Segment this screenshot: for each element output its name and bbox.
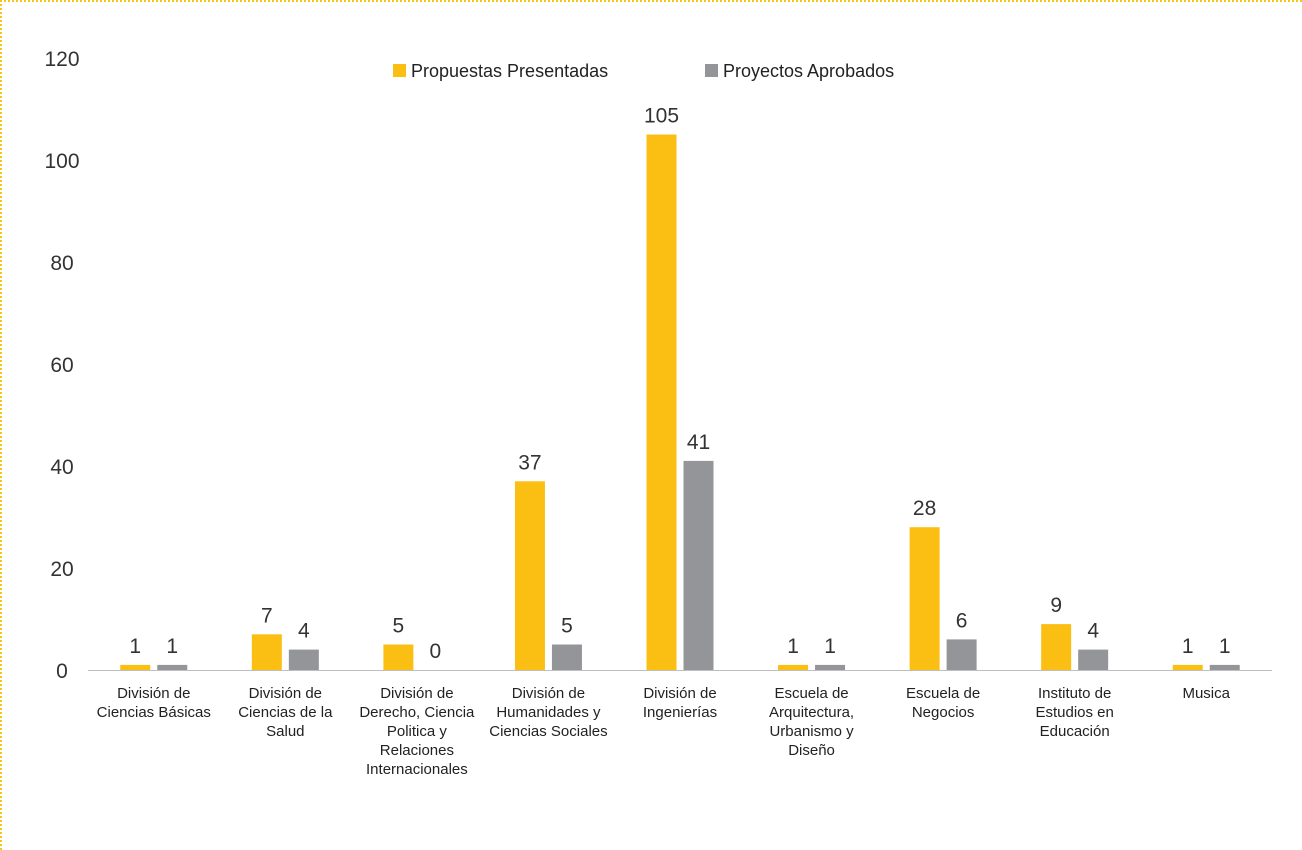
bar-aprobados [288, 649, 319, 670]
legend-label: Propuestas Presentadas [411, 61, 608, 81]
category-label: División de Ciencias de la Salud [238, 685, 333, 740]
bar-propuestas [909, 527, 940, 670]
category-label-line: División de [249, 685, 322, 702]
category-label-line: Musica [1182, 685, 1230, 702]
category-label: Escuela de Negocios [906, 685, 980, 721]
category-label-line: División de [117, 685, 190, 702]
data-label: 41 [687, 431, 710, 454]
category-label-line: Ciencias de la [238, 704, 333, 721]
category-label-line: Humanidades y [496, 704, 601, 721]
category-label: Escuela de Arquitectura, Urbanismo y Diseño [769, 685, 854, 759]
y-tick-label: 20 [50, 558, 73, 581]
bar-propuestas [778, 664, 809, 670]
category-label: División de Ciencias Básicas [97, 685, 211, 721]
category-label-line: Derecho, Ciencia [359, 704, 475, 721]
y-tick-label: 0 [56, 660, 68, 683]
category-label-line: Ciencias Básicas [97, 704, 211, 721]
category-label-line: División de [380, 685, 453, 702]
data-label: 37 [518, 451, 541, 474]
y-tick-label: 100 [44, 150, 79, 173]
category-label-line: Educación [1040, 723, 1110, 740]
category-label: División de Humanidades y Ciencias Sociale… [489, 685, 607, 740]
bar-propuestas [1041, 624, 1072, 670]
data-label: 5 [561, 615, 573, 638]
category-label: Instituto de Estudios en Educación [1035, 685, 1113, 740]
bar-aprobados [1209, 664, 1240, 670]
data-label: 0 [430, 640, 442, 663]
y-tick-label: 60 [50, 354, 73, 377]
data-label: 105 [644, 105, 679, 128]
y-tick-label: 40 [50, 456, 73, 479]
category-label-line: Instituto de [1038, 685, 1111, 702]
category-label-line: Arquitectura, [769, 704, 854, 721]
bar-aprobados [683, 460, 714, 670]
data-label: 1 [1182, 635, 1194, 658]
category-label-line: Ingenierías [643, 704, 717, 721]
category-label: Musica [1182, 685, 1230, 702]
bar-propuestas [251, 634, 282, 670]
bar-propuestas [646, 134, 677, 670]
category-label-line: Politica y [387, 723, 448, 740]
data-label: 4 [1087, 620, 1099, 643]
data-label: 6 [956, 609, 968, 632]
y-tick-label: 80 [50, 252, 73, 275]
data-label: 4 [298, 620, 310, 643]
data-label: 28 [913, 497, 936, 520]
data-label: 1 [787, 635, 799, 658]
category-label-line: Urbanismo y [769, 723, 854, 740]
bar-aprobados [1078, 649, 1109, 670]
bar-propuestas [383, 644, 414, 670]
category-label-line: Negocios [912, 704, 975, 721]
bar-propuestas [514, 481, 545, 670]
category-label-line: Ciencias Sociales [489, 723, 607, 740]
y-tick-label: 120 [44, 48, 79, 71]
data-label: 9 [1050, 594, 1062, 617]
data-label: 7 [261, 604, 273, 627]
legend-label: Proyectos Aprobados [723, 61, 894, 81]
category-label-line: Relaciones [380, 742, 454, 759]
bar-propuestas [1172, 664, 1203, 670]
category-label-line: División de [643, 685, 716, 702]
category-label-line: Salud [266, 723, 304, 740]
category-label: División de Ingenierías [643, 685, 717, 721]
legend-swatch-propuestas [393, 64, 406, 77]
legend-swatch-aprobados [705, 64, 718, 77]
data-label: 1 [824, 635, 836, 658]
category-label-line: División de [512, 685, 585, 702]
category-label-line: Estudios en [1035, 704, 1113, 721]
bar-aprobados [946, 639, 977, 670]
data-label: 1 [1219, 635, 1231, 658]
category-label-line: Internacionales [366, 761, 468, 778]
bar-aprobados [815, 664, 846, 670]
data-label: 5 [393, 615, 405, 638]
data-label: 1 [166, 635, 178, 658]
category-label: División de Derecho, Ciencia Politica y Rel… [359, 685, 475, 778]
category-label-line: Escuela de [906, 685, 980, 702]
data-label: 1 [129, 635, 141, 658]
bar-aprobados [157, 664, 188, 670]
bar-propuestas [120, 664, 151, 670]
category-label-line: Escuela de [774, 685, 848, 702]
bar-aprobados [551, 644, 582, 670]
category-label-line: Diseño [788, 742, 835, 759]
